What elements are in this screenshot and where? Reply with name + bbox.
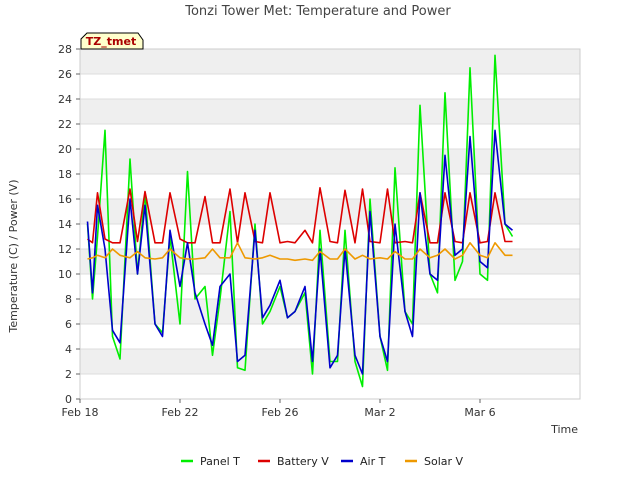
series-line-solar-v [87, 242, 513, 262]
grid-band [80, 224, 580, 249]
x-axis: Feb 18 Feb 22 Feb 26 Mar 2 Mar 6 [62, 399, 496, 419]
badge-label: TZ_tmet [86, 35, 136, 48]
chart-title: Tonzi Tower Met: Temperature and Power [184, 4, 451, 19]
badge: TZ_tmet [80, 32, 144, 50]
series-group [86, 54, 514, 388]
y-tick-label: 2 [65, 368, 72, 381]
x-tick-label: Feb 18 [62, 406, 99, 419]
series-line-air-t [86, 129, 514, 375]
y-tick-label: 26 [58, 68, 72, 81]
legend: Panel T Battery V Air T Solar V [181, 455, 464, 468]
grid-band [80, 324, 580, 349]
legend-label: Battery V [277, 455, 329, 468]
y-tick-label: 8 [65, 293, 72, 306]
y-tick-label: 4 [65, 343, 72, 356]
legend-label: Solar V [424, 455, 464, 468]
y-tick-label: 0 [65, 393, 72, 406]
y-tick-label: 22 [58, 118, 72, 131]
y-tick-label: 18 [58, 168, 72, 181]
grid-band [80, 374, 580, 399]
y-tick-label: 12 [58, 243, 72, 256]
y-tick-label: 20 [58, 143, 72, 156]
badge-shape [80, 32, 144, 50]
grid-band [80, 49, 580, 74]
x-axis-label: Time [550, 423, 578, 436]
y-axis-label: Temperature (C) / Power (V) [7, 179, 20, 333]
legend-label: Panel T [200, 455, 240, 468]
y-tick-label: 14 [58, 218, 72, 231]
grid-band [80, 149, 580, 174]
y-tick-label: 10 [58, 268, 72, 281]
grid-band [80, 249, 580, 274]
x-tick-label: Mar 2 [364, 406, 395, 419]
x-tick-label: Mar 6 [464, 406, 495, 419]
y-tick-label: 24 [58, 93, 72, 106]
y-tick-label: 6 [65, 318, 72, 331]
y-tick-label: 16 [58, 193, 72, 206]
legend-label: Air T [360, 455, 386, 468]
x-tick-label: Feb 26 [262, 406, 299, 419]
grid-band [80, 174, 580, 199]
grid-band [80, 124, 580, 149]
x-tick-label: Feb 22 [162, 406, 199, 419]
y-tick-label: 28 [58, 43, 72, 56]
grid-band [80, 99, 580, 124]
grid-band [80, 274, 580, 299]
grid-band [80, 74, 580, 99]
